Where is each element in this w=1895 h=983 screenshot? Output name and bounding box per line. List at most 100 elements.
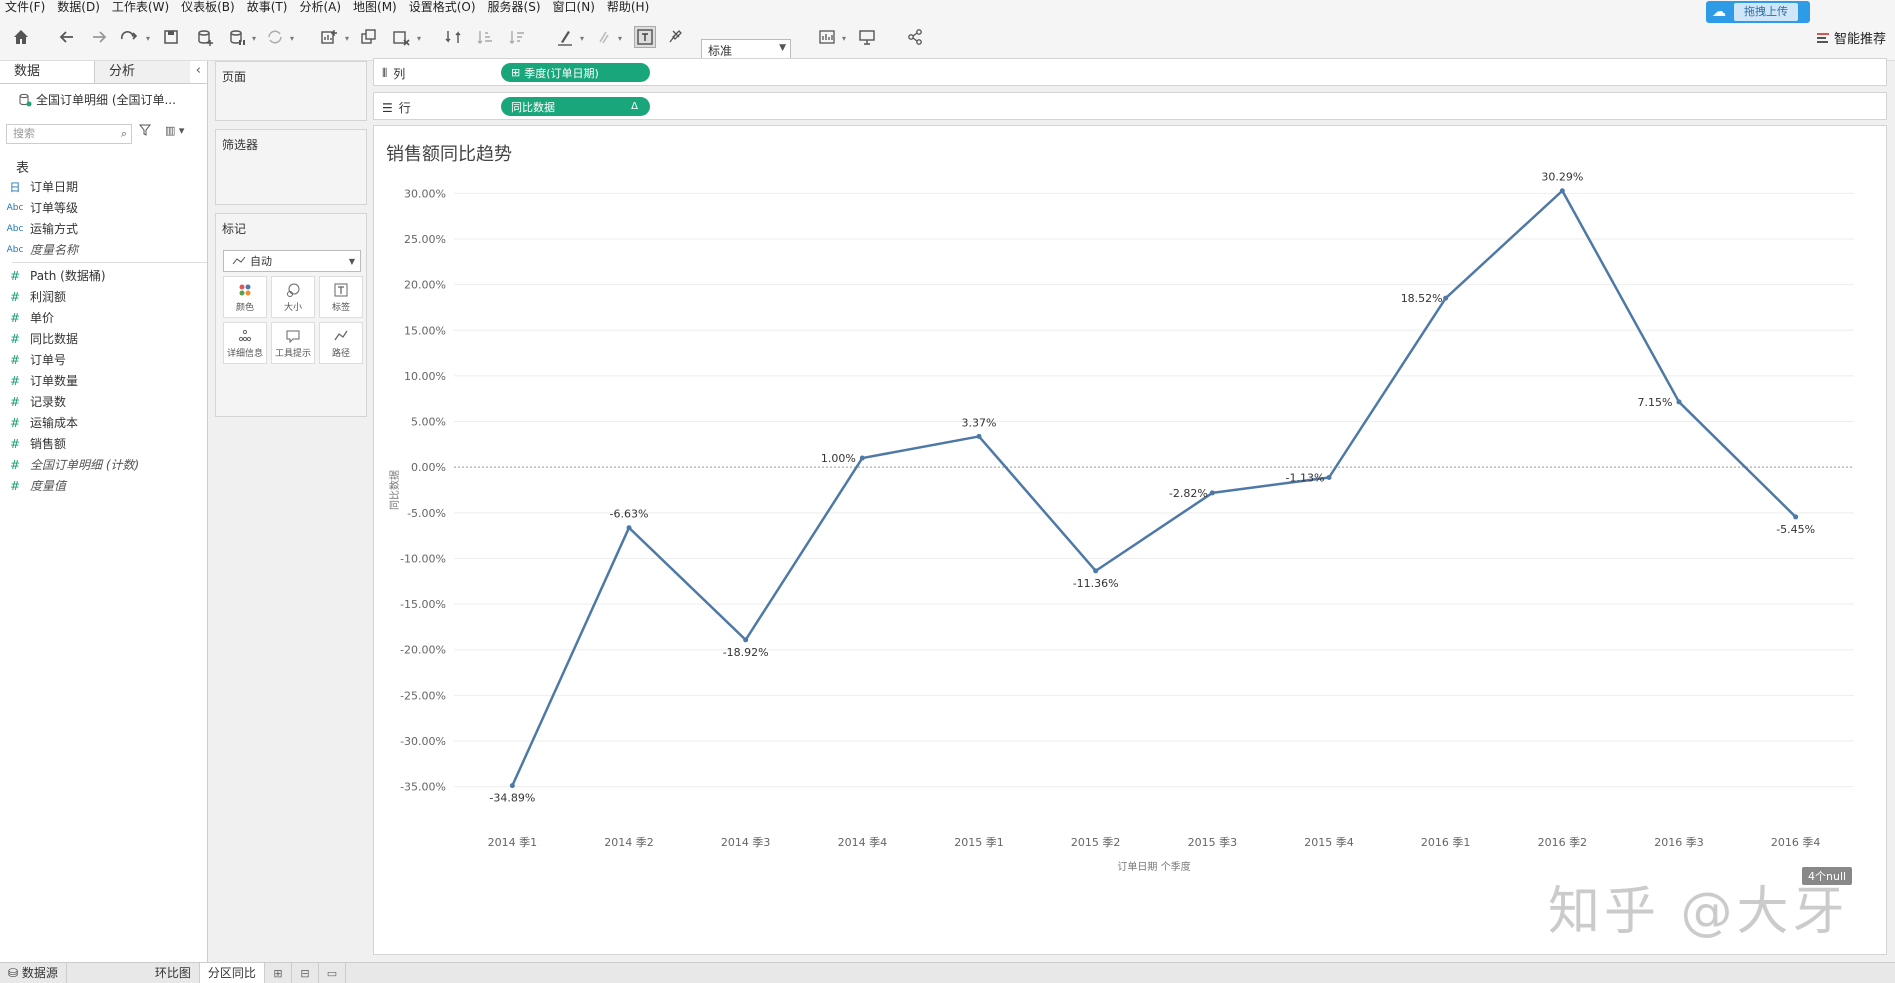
- field-measure-5[interactable]: # 订单数量: [0, 370, 207, 391]
- highlight-icon[interactable]: [554, 26, 576, 48]
- new-sheet-icon[interactable]: [318, 26, 340, 48]
- field-measure-4[interactable]: # 订单号: [0, 349, 207, 370]
- field-measure-1[interactable]: # 利润额: [0, 286, 207, 307]
- menu-item-5[interactable]: 分析(A): [299, 0, 342, 14]
- duplicate-sheet-icon[interactable]: [358, 26, 380, 48]
- show-labels-icon[interactable]: [634, 26, 656, 48]
- rows-shelf[interactable]: ☰ 行 同比数据 Δ: [373, 92, 1887, 120]
- collapse-pane-icon[interactable]: ‹: [195, 63, 201, 78]
- refresh-icon[interactable]: [264, 26, 286, 48]
- clear-dropdown-icon[interactable]: ▾: [417, 34, 422, 43]
- y-tick-label: 30.00%: [404, 187, 446, 200]
- highlight-dropdown-icon[interactable]: ▾: [580, 34, 585, 43]
- field-measure-2[interactable]: # 单价: [0, 307, 207, 328]
- field-measure-3[interactable]: # 同比数据: [0, 328, 207, 349]
- smart-recommend-icon: [1817, 32, 1829, 43]
- watermark: 知乎 @大牙: [1548, 882, 1849, 942]
- new-datasource-icon[interactable]: [194, 26, 216, 48]
- size-button[interactable]: 大小: [271, 276, 315, 318]
- undo-icon[interactable]: [56, 26, 78, 48]
- redo-icon[interactable]: [88, 26, 110, 48]
- menu-item-6[interactable]: 地图(M): [353, 0, 397, 14]
- datasource-tab[interactable]: ⛁ 数据源: [0, 963, 67, 983]
- data-point: [1676, 399, 1682, 405]
- path-button[interactable]: 路径: [319, 322, 363, 364]
- field-measure-8[interactable]: # 销售额: [0, 433, 207, 454]
- fix-axes-icon[interactable]: [664, 26, 686, 48]
- data-pane-tabs: 数据 分析 ‹: [0, 61, 207, 84]
- clear-sheet-icon[interactable]: [390, 26, 412, 48]
- new-story-tab-icon[interactable]: ▭: [319, 963, 346, 983]
- detail-button[interactable]: 详细信息: [223, 322, 267, 364]
- home-icon[interactable]: [10, 26, 32, 48]
- field-measure-10[interactable]: # 度量值: [0, 475, 207, 496]
- field-dimension-1[interactable]: Abc 订单等级: [0, 197, 207, 218]
- pause-data-icon[interactable]: [226, 26, 248, 48]
- color-button[interactable]: 颜色: [223, 276, 267, 318]
- data-label: -5.45%: [1776, 523, 1815, 536]
- datasource-item[interactable]: 全国订单明细 (全国订单...: [18, 91, 176, 108]
- share-icon[interactable]: [904, 26, 926, 48]
- menu-item-2[interactable]: 工作表(W): [111, 0, 170, 14]
- menu-item-3[interactable]: 仪表板(B): [181, 0, 235, 14]
- string-field-icon: Abc: [6, 244, 24, 255]
- field-dimension-2[interactable]: Abc 运输方式: [0, 218, 207, 239]
- sort-descending-icon[interactable]: [506, 26, 528, 48]
- tab-analytics[interactable]: 分析: [95, 61, 190, 83]
- field-dimension-0[interactable]: 日订单日期: [0, 176, 207, 197]
- menu-item-4[interactable]: 故事(T): [246, 0, 288, 14]
- smart-recommend-button[interactable]: 智能推荐: [1816, 28, 1886, 47]
- new-sheet-tab-icon[interactable]: ⊞: [265, 963, 292, 983]
- sheet-tab-1[interactable]: 分区同比: [199, 963, 265, 983]
- swap-rows-columns-icon[interactable]: [442, 26, 464, 48]
- sort-ascending-icon[interactable]: [474, 26, 496, 48]
- new-dashboard-tab-icon[interactable]: ⊟: [292, 963, 319, 983]
- filters-card[interactable]: 筛选器: [215, 129, 367, 205]
- field-measure-0[interactable]: # Path (数据桶): [0, 265, 207, 286]
- fit-select[interactable]: 标准 ▼: [701, 39, 791, 61]
- upload-button[interactable]: ☁ 拖拽上传: [1706, 1, 1810, 23]
- rows-pill[interactable]: 同比数据 Δ: [501, 97, 650, 116]
- menu-item-0[interactable]: 文件(F): [5, 0, 46, 14]
- sheet-tab-0[interactable]: 环比图: [147, 963, 200, 983]
- field-dimension-3[interactable]: Abc 度量名称: [0, 239, 207, 260]
- menu-item-9[interactable]: 窗口(N): [552, 0, 595, 14]
- view-options-icon[interactable]: ▥ ▾: [165, 124, 185, 137]
- group-members-icon[interactable]: [592, 26, 614, 48]
- field-measure-9[interactable]: # 全国订单明细 (计数): [0, 454, 207, 475]
- group-dropdown-icon[interactable]: ▾: [618, 34, 623, 43]
- presentation-mode-icon[interactable]: [856, 26, 878, 48]
- filter-icon[interactable]: [138, 124, 152, 140]
- field-measure-7[interactable]: # 运输成本: [0, 412, 207, 433]
- menu-item-7[interactable]: 设置格式(O): [408, 0, 476, 14]
- columns-shelf[interactable]: ⦀ 列 ⊞ 季度(订单日期): [373, 58, 1887, 86]
- search-input[interactable]: 搜索 ⌕: [6, 124, 132, 144]
- y-tick-label: -10.00%: [400, 552, 446, 565]
- mark-type-select[interactable]: 自动 ▼: [223, 250, 361, 272]
- replay-icon[interactable]: [118, 26, 140, 48]
- size-icon: [285, 282, 301, 300]
- x-tick-label: 2014 季4: [838, 836, 888, 849]
- x-tick-label: 2016 季2: [1538, 836, 1588, 849]
- number-field-icon: #: [9, 415, 21, 430]
- new-sheet-dropdown-icon[interactable]: ▾: [345, 34, 350, 43]
- menu-item-8[interactable]: 服务器(S): [487, 0, 541, 14]
- columns-pill[interactable]: ⊞ 季度(订单日期): [501, 63, 650, 82]
- pages-card[interactable]: 页面: [215, 61, 367, 121]
- y-tick-label: 20.00%: [404, 279, 446, 292]
- field-label: 全国订单明细 (计数): [30, 458, 140, 472]
- show-me-icon[interactable]: [816, 26, 838, 48]
- pause-dropdown-icon[interactable]: ▾: [252, 34, 257, 43]
- null-indicator[interactable]: 4个null: [1802, 867, 1853, 885]
- show-me-dropdown-icon[interactable]: ▾: [842, 34, 847, 43]
- tab-data[interactable]: 数据: [0, 61, 95, 83]
- menu-item-1[interactable]: 数据(D): [57, 0, 100, 14]
- refresh-dropdown-icon[interactable]: ▾: [290, 34, 295, 43]
- field-measure-6[interactable]: # 记录数: [0, 391, 207, 412]
- tooltip-button[interactable]: 工具提示: [271, 322, 315, 364]
- replay-dropdown-icon[interactable]: ▾: [146, 34, 151, 43]
- number-field-icon: #: [9, 268, 21, 283]
- label-button[interactable]: 标签: [319, 276, 363, 318]
- menu-item-10[interactable]: 帮助(H): [606, 0, 650, 14]
- save-icon[interactable]: [160, 26, 182, 48]
